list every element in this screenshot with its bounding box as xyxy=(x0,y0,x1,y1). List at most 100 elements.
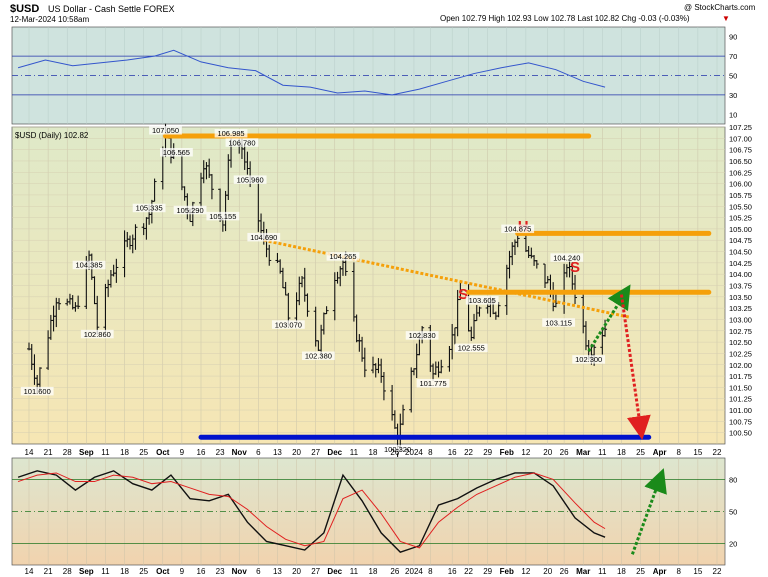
price-label: 104.690 xyxy=(250,233,277,242)
axis-layer: 14 14 21 21 28 28 Sep Sep 11 11 18 18 25 25 Oct Oct 9 9 16… xyxy=(25,33,752,576)
rsi-tick-label: 90 xyxy=(729,33,737,42)
stoch-layer xyxy=(17,468,667,555)
pattern-label-s: S xyxy=(570,259,580,276)
price-label-bg xyxy=(465,296,499,305)
price-label: 105.960 xyxy=(237,175,264,184)
stoch-tick-label: 80 xyxy=(729,475,737,484)
y-tick-label: 104.75 xyxy=(729,236,752,245)
rsi-tick-label: 10 xyxy=(729,110,737,119)
x-tick-label: 22 xyxy=(713,448,722,457)
y-tick-label: 100.50 xyxy=(729,429,752,438)
y-tick-label: 101.25 xyxy=(729,395,752,404)
price-label-bg xyxy=(501,224,535,234)
price-label: 101.600 xyxy=(24,387,51,396)
x-tick-label: 14 xyxy=(25,448,34,457)
price-label-bg xyxy=(550,253,584,262)
x-tick-label: 8 xyxy=(428,448,433,457)
price-label: 104.240 xyxy=(553,253,580,262)
x-tick-label: 15 xyxy=(693,448,702,457)
green-arrow xyxy=(587,284,631,352)
y-tick-label: 102.00 xyxy=(729,361,752,370)
x-tick-label: 11 xyxy=(350,567,359,576)
x-tick-label: 21 xyxy=(44,448,53,457)
x-tick-label: 18 xyxy=(369,567,378,576)
x-tick-label: 16 xyxy=(197,567,206,576)
red-arrow xyxy=(619,294,651,441)
x-tick-label: 11 xyxy=(598,567,607,576)
x-tick-label: 16 xyxy=(197,448,206,457)
price-label: 102.860 xyxy=(84,330,111,339)
price-label-bg xyxy=(542,318,576,327)
y-tick-label: 100.75 xyxy=(729,417,752,426)
x-tick-label: 14 xyxy=(25,567,34,576)
x-tick-label: 20 xyxy=(292,567,301,576)
rsi-layer xyxy=(17,49,606,96)
y-tick-label: 102.50 xyxy=(729,338,752,347)
price-labels: 107.050 106.985 106.565 106.780 105.960 105.3… xyxy=(20,126,606,454)
x-tick-label: Mar xyxy=(576,448,590,457)
x-tick-label: 27 xyxy=(311,448,320,457)
x-tick-label: 8 xyxy=(428,567,433,576)
x-tick-label: Feb xyxy=(500,448,514,457)
x-tick-label: 25 xyxy=(139,567,148,576)
copyright-text: @ StockCharts.com xyxy=(684,3,756,12)
x-tick-label: 2024 xyxy=(405,567,423,576)
symbol-name: US Dollar - Cash Settle FOREX xyxy=(48,4,175,14)
x-tick-label: 2024 xyxy=(405,448,423,457)
rsi-tick-label: 50 xyxy=(729,72,737,81)
price-label-bg xyxy=(271,320,305,329)
date-text: 12-Mar-2024 10:58am xyxy=(10,15,89,24)
x-tick-label: 22 xyxy=(713,567,722,576)
price-label-bg xyxy=(80,329,114,339)
price-label-bg xyxy=(225,138,259,147)
price-label-bg xyxy=(149,126,182,135)
x-tick-label: 16 xyxy=(448,448,457,457)
x-tick-label: 22 xyxy=(464,448,473,457)
price-label: 106.985 xyxy=(217,129,244,138)
rsi-tick-label: 70 xyxy=(729,52,737,61)
x-tick-label: 13 xyxy=(273,448,282,457)
x-tick-label: 16 xyxy=(448,567,457,576)
y-tick-label: 106.75 xyxy=(729,146,752,155)
y-tick-label: 106.00 xyxy=(729,180,752,189)
price-label: 105.290 xyxy=(177,206,204,215)
annotation-layer: SHS xyxy=(163,133,712,441)
price-label-bg xyxy=(20,386,54,396)
price-label: 102.830 xyxy=(409,331,436,340)
stoch-line-d xyxy=(17,472,606,549)
y-tick-label: 104.50 xyxy=(729,248,752,257)
rsi-tick-label: 30 xyxy=(729,91,737,100)
x-tick-label: 26 xyxy=(390,448,399,457)
x-tick-label: Nov xyxy=(232,448,248,457)
x-tick-label: 25 xyxy=(636,448,645,457)
y-tick-label: 105.75 xyxy=(729,191,752,200)
x-tick-label: 28 xyxy=(63,448,72,457)
x-tick-label: Nov xyxy=(232,567,248,576)
y-tick-label: 104.00 xyxy=(729,270,752,279)
price-label-bg xyxy=(405,331,439,340)
price-label: 102.300 xyxy=(575,355,602,364)
y-tick-label: 102.75 xyxy=(729,327,752,336)
x-tick-label: 29 xyxy=(483,567,492,576)
price-label: 102.380 xyxy=(305,352,332,361)
price-label: 106.780 xyxy=(228,138,255,147)
x-tick-label: 20 xyxy=(543,448,552,457)
price-label: 106.565 xyxy=(163,148,190,157)
y-tick-label: 103.00 xyxy=(729,315,752,324)
price-label-bg xyxy=(214,129,248,138)
trendline xyxy=(263,238,630,319)
x-tick-label: 12 xyxy=(521,448,530,457)
x-tick-label: Apr xyxy=(653,567,667,576)
x-tick-label: Mar xyxy=(576,567,590,576)
x-tick-label: 11 xyxy=(350,448,359,457)
x-tick-label: 9 xyxy=(180,567,185,576)
price-label-bg xyxy=(233,175,267,184)
y-tick-label: 105.25 xyxy=(729,214,752,223)
x-tick-label: 11 xyxy=(101,448,110,457)
price-label: 105.155 xyxy=(209,212,236,221)
x-tick-label: 23 xyxy=(216,448,225,457)
x-tick-label: 26 xyxy=(560,567,569,576)
main-label: $USD (Daily) 102.82 xyxy=(15,131,89,140)
x-tick-label: 20 xyxy=(543,567,552,576)
y-tick-label: 107.25 xyxy=(729,123,752,132)
